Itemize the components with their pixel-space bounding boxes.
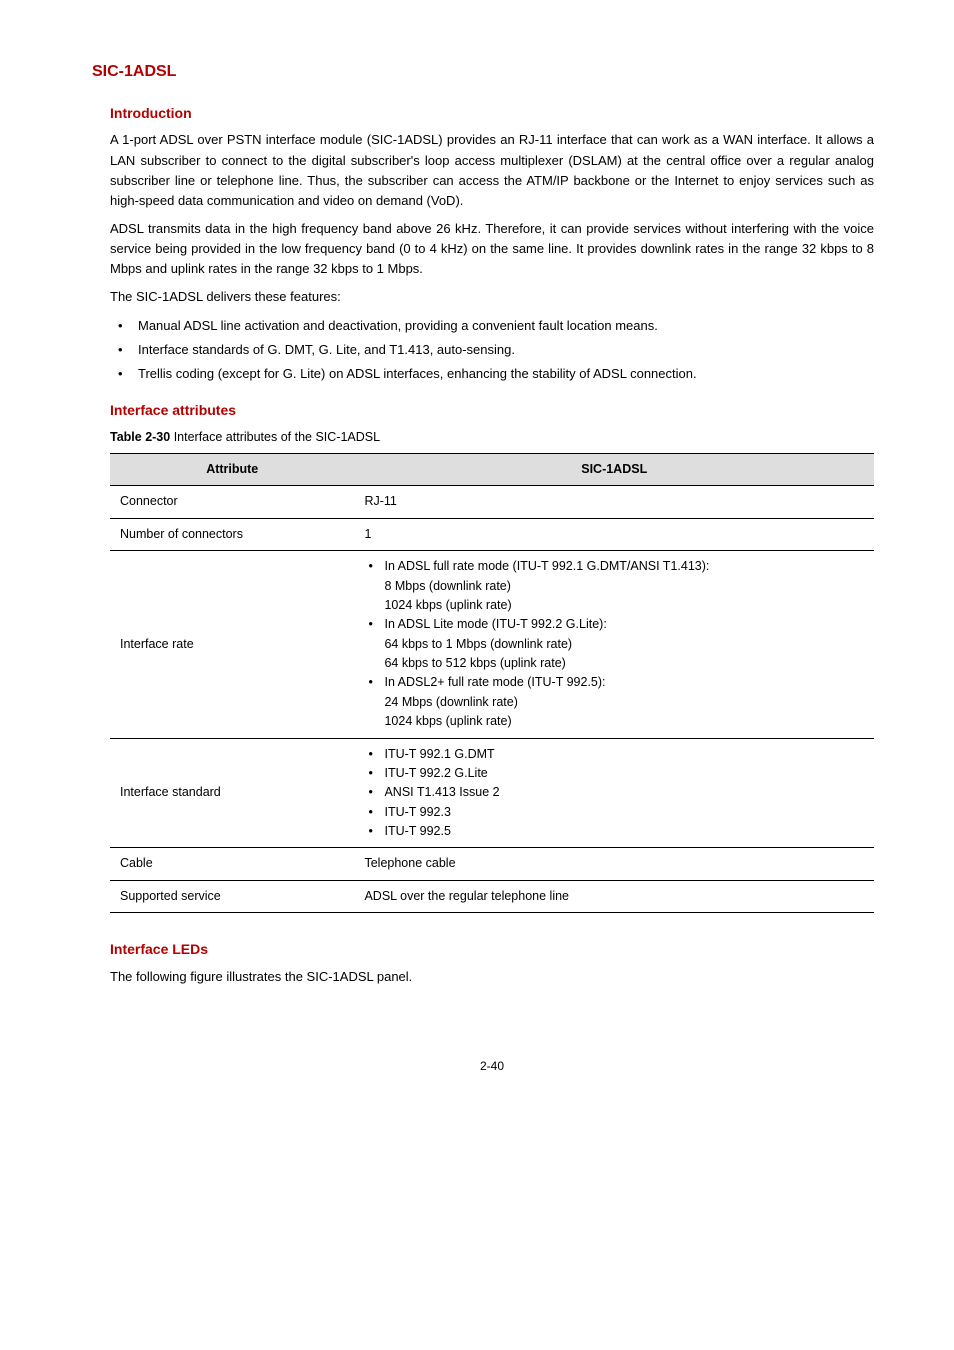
page-footer: 2-40 xyxy=(110,1057,874,1076)
table-row: Supported service ADSL over the regular … xyxy=(110,880,874,912)
attr-label: Interface rate xyxy=(110,551,354,738)
attr-value: ITU-T 992.1 G.DMT ITU-T 992.2 G.Lite ANS… xyxy=(354,738,874,848)
table-header-row: Attribute SIC-1ADSL xyxy=(110,454,874,486)
table-header-value: SIC-1ADSL xyxy=(354,454,874,486)
list-item: 64 kbps to 512 kbps (uplink rate) xyxy=(364,654,864,673)
attr-value: Telephone cable xyxy=(354,848,874,880)
table-caption-text: Interface attributes of the SIC-1ADSL xyxy=(170,430,380,444)
section-heading-attrs: Interface attributes xyxy=(110,400,874,422)
list-item: ANSI T1.413 Issue 2 xyxy=(364,783,864,802)
section-heading-intro: Introduction xyxy=(110,103,874,125)
list-item: ITU-T 992.2 G.Lite xyxy=(364,764,864,783)
list-item: Manual ADSL line activation and deactiva… xyxy=(110,316,874,336)
table-row: Interface rate In ADSL full rate mode (I… xyxy=(110,551,874,738)
list-item: 8 Mbps (downlink rate) xyxy=(364,577,864,596)
list-item: In ADSL Lite mode (ITU-T 992.2 G.Lite): xyxy=(364,615,864,634)
attr-label: Interface standard xyxy=(110,738,354,848)
attr-value: 1 xyxy=(354,518,874,550)
table-row: Connector RJ-11 xyxy=(110,486,874,518)
standard-list: ITU-T 992.1 G.DMT ITU-T 992.2 G.Lite ANS… xyxy=(364,745,864,842)
list-item: 24 Mbps (downlink rate) xyxy=(364,693,864,712)
attr-label: Supported service xyxy=(110,880,354,912)
rate-list: In ADSL full rate mode (ITU-T 992.1 G.DM… xyxy=(364,557,864,731)
table-caption: Table 2-30 Interface attributes of the S… xyxy=(110,428,874,447)
table-caption-number: Table 2-30 xyxy=(110,430,170,444)
list-item: Interface standards of G. DMT, G. Lite, … xyxy=(110,340,874,360)
attr-label: Cable xyxy=(110,848,354,880)
list-item: ITU-T 992.3 xyxy=(364,803,864,822)
list-item: 1024 kbps (uplink rate) xyxy=(364,596,864,615)
attr-label: Connector xyxy=(110,486,354,518)
intro-paragraph-1: A 1-port ADSL over PSTN interface module… xyxy=(110,130,874,211)
intro-paragraph-2: ADSL transmits data in the high frequenc… xyxy=(110,219,874,279)
table-row: Number of connectors 1 xyxy=(110,518,874,550)
list-item: 1024 kbps (uplink rate) xyxy=(364,712,864,731)
attr-value: RJ-11 xyxy=(354,486,874,518)
intro-paragraph-3: The SIC-1ADSL delivers these features: xyxy=(110,287,874,307)
attr-label: Number of connectors xyxy=(110,518,354,550)
attributes-table: Attribute SIC-1ADSL Connector RJ-11 Numb… xyxy=(110,453,874,913)
attr-value: ADSL over the regular telephone line xyxy=(354,880,874,912)
page-title: SIC-1ADSL xyxy=(92,60,874,85)
list-item: 64 kbps to 1 Mbps (downlink rate) xyxy=(364,635,864,654)
leds-paragraph: The following figure illustrates the SIC… xyxy=(110,967,874,987)
table-header-attribute: Attribute xyxy=(110,454,354,486)
section-heading-leds: Interface LEDs xyxy=(110,939,874,961)
list-item: ITU-T 992.5 xyxy=(364,822,864,841)
attr-value: In ADSL full rate mode (ITU-T 992.1 G.DM… xyxy=(354,551,874,738)
list-item: Trellis coding (except for G. Lite) on A… xyxy=(110,364,874,384)
list-item: In ADSL full rate mode (ITU-T 992.1 G.DM… xyxy=(364,557,864,576)
intro-feature-list: Manual ADSL line activation and deactiva… xyxy=(110,316,874,384)
table-row: Cable Telephone cable xyxy=(110,848,874,880)
list-item: ITU-T 992.1 G.DMT xyxy=(364,745,864,764)
list-item: In ADSL2+ full rate mode (ITU-T 992.5): xyxy=(364,673,864,692)
table-row: Interface standard ITU-T 992.1 G.DMT ITU… xyxy=(110,738,874,848)
